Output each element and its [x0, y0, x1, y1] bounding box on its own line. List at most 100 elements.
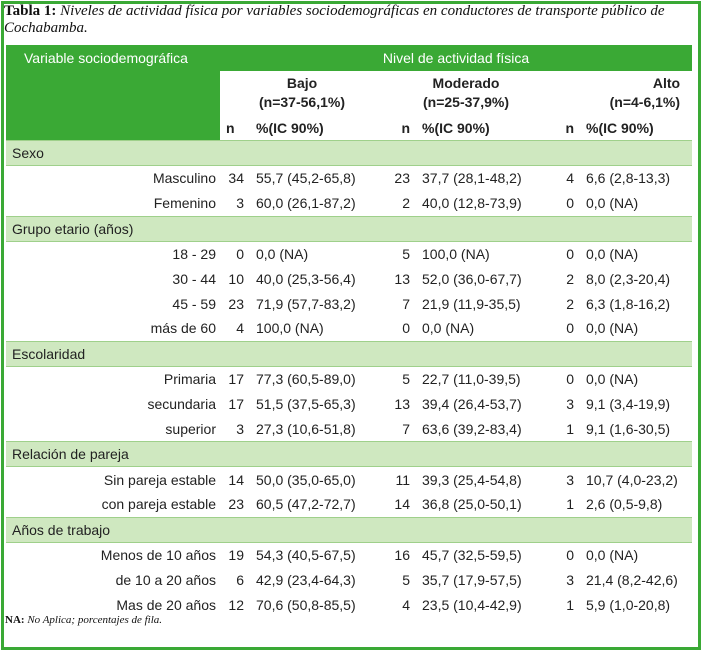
- section-row: Escolaridad: [6, 340, 693, 367]
- cell-pct: 100,0 (NA): [256, 320, 324, 337]
- section-title: Años de trabajo: [6, 516, 693, 543]
- cell-pct: 9,1 (1,6-30,5): [586, 420, 671, 437]
- section-title: Sexo: [6, 140, 693, 166]
- cell-n: 23: [394, 170, 410, 187]
- section-title: Escolaridad: [6, 340, 693, 367]
- cell-n: 3: [236, 195, 244, 212]
- cell-n: 17: [228, 371, 244, 388]
- cell-pct: 22,7 (11,0-39,5): [422, 371, 521, 388]
- section-row: Relación de pareja: [6, 441, 693, 468]
- row-label: con pareja estable: [101, 496, 216, 513]
- cell-n: 5: [402, 245, 410, 262]
- row-label: más de 60: [150, 320, 216, 337]
- cell-n: 3: [566, 571, 574, 588]
- cell-n: 3: [566, 471, 574, 488]
- table-row: Mas de 20 años 12 70,6 (50,8-85,5) 4 23,5 (1…: [6, 592, 692, 617]
- cell-n: 0: [236, 245, 244, 262]
- cell-pct: 10,7 (4,0-23,2): [586, 471, 678, 488]
- cell-pct: 60,5 (47,2-72,7): [256, 496, 356, 513]
- cell-pct: 9,1 (3,4-19,9): [586, 395, 671, 412]
- cell-n: 2: [566, 295, 574, 312]
- cell-n: 7: [402, 420, 410, 437]
- row-label: Sin pareja estable: [103, 471, 216, 488]
- cell-pct: 39,3 (25,4-54,8): [422, 471, 522, 488]
- cell-pct: 51,5 (37,5-65,3): [256, 395, 356, 412]
- cell-n: 12: [228, 596, 244, 613]
- cell-pct: 6,6 (2,8-13,3): [586, 170, 671, 187]
- cell-pct: 37,7 (28,1-48,2): [422, 170, 522, 187]
- cell-pct: 27,3 (10,6-51,8): [256, 420, 356, 437]
- header-n: n: [401, 119, 410, 136]
- cell-pct: 0,0 (NA): [586, 195, 639, 212]
- cell-pct: 45,7 (32,5-59,5): [422, 547, 522, 564]
- cell-pct: 0,0 (NA): [256, 245, 309, 262]
- table-row: de 10 a 20 años 6 42,9 (23,4-64,3) 5 35,7 (1…: [6, 568, 692, 593]
- cell-pct: 40,0 (25,3-56,4): [256, 270, 356, 287]
- section-row: Años de trabajo: [6, 516, 693, 543]
- cell-n: 0: [566, 195, 574, 212]
- cell-pct: 0,0 (NA): [586, 547, 639, 564]
- header-spacer: [6, 71, 220, 141]
- cell-pct: 40,0 (12,8-73,9): [422, 195, 522, 212]
- cell-n: 0: [566, 547, 574, 564]
- cell-n: 11: [395, 471, 410, 488]
- cell-pct: 100,0 (NA): [422, 245, 490, 262]
- header-row-sub: n %(IC 90%) n %(IC 90%) n %(IC 90%): [6, 115, 692, 141]
- table-row: más de 60 4 100,0 (NA) 0 0,0 (NA) 0 0,0 (NA): [6, 316, 692, 341]
- cell-pct: 77,3 (60,5-89,0): [256, 371, 356, 388]
- table-row: Sin pareja estable 14 50,0 (35,0-65,0) 11 39…: [6, 467, 692, 492]
- cell-n: 5: [402, 571, 410, 588]
- cell-pct: 2,6 (0,5-9,8): [586, 496, 663, 513]
- cell-pct: 55,7 (45,2-65,8): [256, 170, 356, 187]
- cell-n: 17: [228, 395, 244, 412]
- row-label: 30 - 44: [172, 270, 216, 287]
- table-row: superior 3 27,3 (10,6-51,8) 7 63,6 (39,2-83,…: [6, 416, 692, 441]
- header-n: n: [565, 119, 574, 136]
- cell-n: 5: [402, 371, 410, 388]
- cell-n: 1: [566, 596, 574, 613]
- header-group-alto: Alto (n=4-6,1%): [609, 75, 681, 110]
- cell-n: 0: [566, 245, 574, 262]
- row-label: secundaria: [147, 395, 217, 412]
- header-row-groups: Bajo (n=37-56,1%) Moderado (n=25-37,9%) Al…: [6, 71, 692, 141]
- cell-pct: 35,7 (17,9-57,5): [422, 571, 522, 588]
- header-nivel: Nivel de actividad física: [220, 45, 693, 71]
- table-row: 18 - 29 0 0,0 (NA) 5 100,0 (NA) 0 0,0 (NA): [6, 241, 692, 266]
- header-n: n: [226, 119, 235, 136]
- table-row: Masculino 34 55,7 (45,2-65,8) 23 37,7 (28,1-…: [6, 166, 692, 191]
- cell-pct: 71,9 (57,7-83,2): [256, 295, 356, 312]
- cell-pct: 39,4 (26,4-53,7): [422, 395, 522, 412]
- cell-n: 1: [566, 496, 574, 513]
- table-row: Menos de 10 años 19 54,3 (40,5-67,5) 16 45,7…: [6, 542, 692, 567]
- cell-pct: 36,8 (25,0-50,1): [422, 496, 522, 513]
- section-title: Grupo etario (años): [6, 215, 693, 242]
- cell-n: 2: [402, 195, 410, 212]
- header-group-bajo: Bajo (n=37-56,1%): [259, 75, 345, 110]
- row-label: 18 - 29: [172, 245, 216, 262]
- cell-n: 2: [566, 270, 574, 287]
- row-label: Menos de 10 años: [100, 547, 216, 564]
- cell-pct: 52,0 (36,0-67,7): [422, 270, 522, 287]
- row-label: Femenino: [153, 195, 216, 212]
- table-row: Femenino 3 60,0 (26,1-87,2) 2 40,0 (12,8-73,…: [6, 191, 692, 216]
- cell-pct: 42,9 (23,4-64,3): [256, 571, 356, 588]
- cell-pct: 8,0 (2,3-20,4): [586, 270, 671, 287]
- caption-label: Tabla 1:: [4, 3, 57, 19]
- section-title: Relación de pareja: [6, 441, 693, 468]
- cell-n: 23: [228, 295, 244, 312]
- section-row: Sexo: [6, 140, 693, 166]
- table-row: con pareja estable 23 60,5 (47,2-72,7) 14 36…: [6, 492, 692, 517]
- cell-pct: 0,0 (NA): [422, 320, 475, 337]
- table-row: Primaria 17 77,3 (60,5-89,0) 5 22,7 (11,0-39…: [6, 366, 692, 391]
- cell-pct: 21,4 (8,2-42,6): [586, 571, 678, 588]
- cell-pct: 0,0 (NA): [586, 371, 639, 388]
- cell-pct: 70,6 (50,8-85,5): [256, 596, 356, 613]
- cell-pct: 5,9 (1,0-20,8): [586, 596, 671, 613]
- cell-n: 3: [566, 395, 574, 412]
- table-caption: Tabla 1: Niveles de actividad física por…: [4, 3, 694, 37]
- header-pct: %(IC 90%): [586, 119, 654, 136]
- row-label: Primaria: [163, 371, 216, 388]
- note-text: No Aplica; porcentajes de fila.: [24, 614, 163, 626]
- cell-n: 0: [402, 320, 410, 337]
- cell-n: 0: [566, 320, 574, 337]
